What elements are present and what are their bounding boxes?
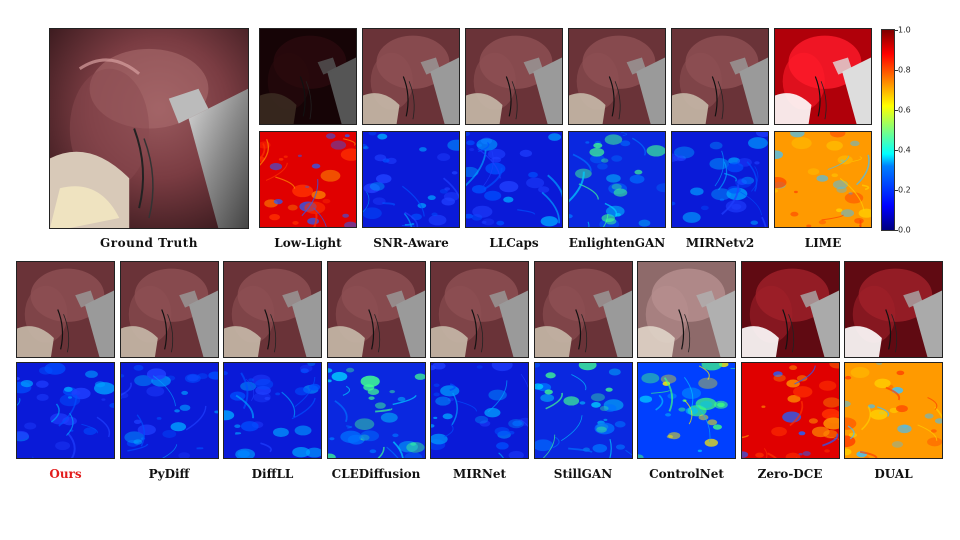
- ground-truth-caption: Ground Truth: [100, 236, 198, 250]
- error-colorbar: [881, 29, 895, 231]
- caption-llcaps: LLCaps: [489, 236, 539, 250]
- colorbar-tick-mark: [895, 110, 898, 111]
- caption-controlnet: ControlNet: [649, 467, 724, 481]
- colorbar-tick-mark: [895, 30, 898, 31]
- error-map-snr-aware: [362, 131, 460, 228]
- colorbar-tick-mark: [895, 230, 898, 231]
- colorbar-tick-mark: [895, 190, 898, 191]
- colorbar-tick-mark: [895, 150, 898, 151]
- error-map-stillgan: [533, 362, 633, 459]
- error-map-llcaps: [465, 131, 563, 228]
- enhanced-image-dual: [844, 261, 943, 358]
- error-map-dual: [844, 362, 943, 459]
- enhanced-image-mirnetv2: [671, 28, 769, 125]
- caption-low-light: Low-Light: [274, 236, 342, 250]
- error-map-lime: [774, 131, 872, 228]
- enhanced-image-llcaps: [465, 28, 563, 125]
- caption-dual: DUAL: [874, 467, 913, 481]
- enhanced-image-pydiff: [119, 261, 219, 358]
- enhanced-image-zero-dce: [740, 261, 840, 358]
- caption-lime: LIME: [804, 236, 842, 250]
- error-map-zero-dce: [740, 362, 840, 459]
- colorbar-tick-label: 1.0: [898, 25, 911, 35]
- error-map-pydiff: [119, 362, 219, 459]
- caption-mirnet: MIRNet: [452, 467, 507, 481]
- enhanced-image-lime: [774, 28, 872, 125]
- error-map-ours: [16, 362, 115, 459]
- caption-pydiff: PyDiff: [148, 467, 190, 481]
- enhanced-image-diffll: [223, 261, 322, 358]
- enhanced-image-mirnet: [430, 261, 529, 358]
- colorbar-tick-mark: [895, 70, 898, 71]
- caption-zero-dce: Zero-DCE: [757, 467, 823, 481]
- colorbar-tick-label: 0.6: [898, 105, 911, 115]
- caption-enlightengan: EnlightenGAN: [568, 236, 666, 250]
- colorbar-tick-label: 0.4: [898, 145, 911, 155]
- error-map-enlightengan: [568, 131, 666, 228]
- enhanced-image-snr-aware: [362, 28, 460, 125]
- error-map-controlnet: [637, 362, 736, 459]
- enhanced-image-controlnet: [637, 261, 736, 358]
- colorbar-tick-label: 0.8: [898, 65, 911, 75]
- caption-diffll: DiffLL: [251, 467, 294, 481]
- enhanced-image-stillgan: [533, 261, 633, 358]
- error-map-mirnet: [430, 362, 529, 459]
- ground-truth-image: [49, 28, 249, 229]
- caption-clediffusion: CLEDiffusion: [331, 467, 421, 481]
- enhanced-image-ours: [16, 261, 115, 358]
- caption-stillgan: StillGAN: [553, 467, 613, 481]
- error-map-mirnetv2: [671, 131, 769, 228]
- caption-ours: Ours: [49, 467, 82, 481]
- caption-mirnetv2: MIRNetv2: [685, 236, 755, 250]
- colorbar-tick-label: 0.2: [898, 185, 911, 195]
- caption-snr-aware: SNR-Aware: [373, 236, 449, 250]
- enhanced-image-low-light: [259, 28, 357, 125]
- enhanced-image-clediffusion: [326, 261, 426, 358]
- error-map-clediffusion: [326, 362, 426, 459]
- error-map-low-light: [259, 131, 357, 228]
- colorbar-tick-label: 0.0: [898, 225, 911, 235]
- enhanced-image-enlightengan: [568, 28, 666, 125]
- error-map-diffll: [223, 362, 322, 459]
